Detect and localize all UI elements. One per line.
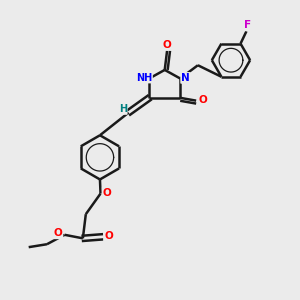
Text: F: F [244, 20, 251, 30]
Text: N: N [181, 73, 190, 83]
Text: H: H [119, 104, 127, 114]
Text: O: O [103, 188, 111, 198]
Text: O: O [54, 228, 62, 238]
Text: O: O [198, 95, 207, 105]
Text: O: O [104, 231, 113, 241]
Text: O: O [163, 40, 172, 50]
Text: NH: NH [136, 73, 152, 82]
